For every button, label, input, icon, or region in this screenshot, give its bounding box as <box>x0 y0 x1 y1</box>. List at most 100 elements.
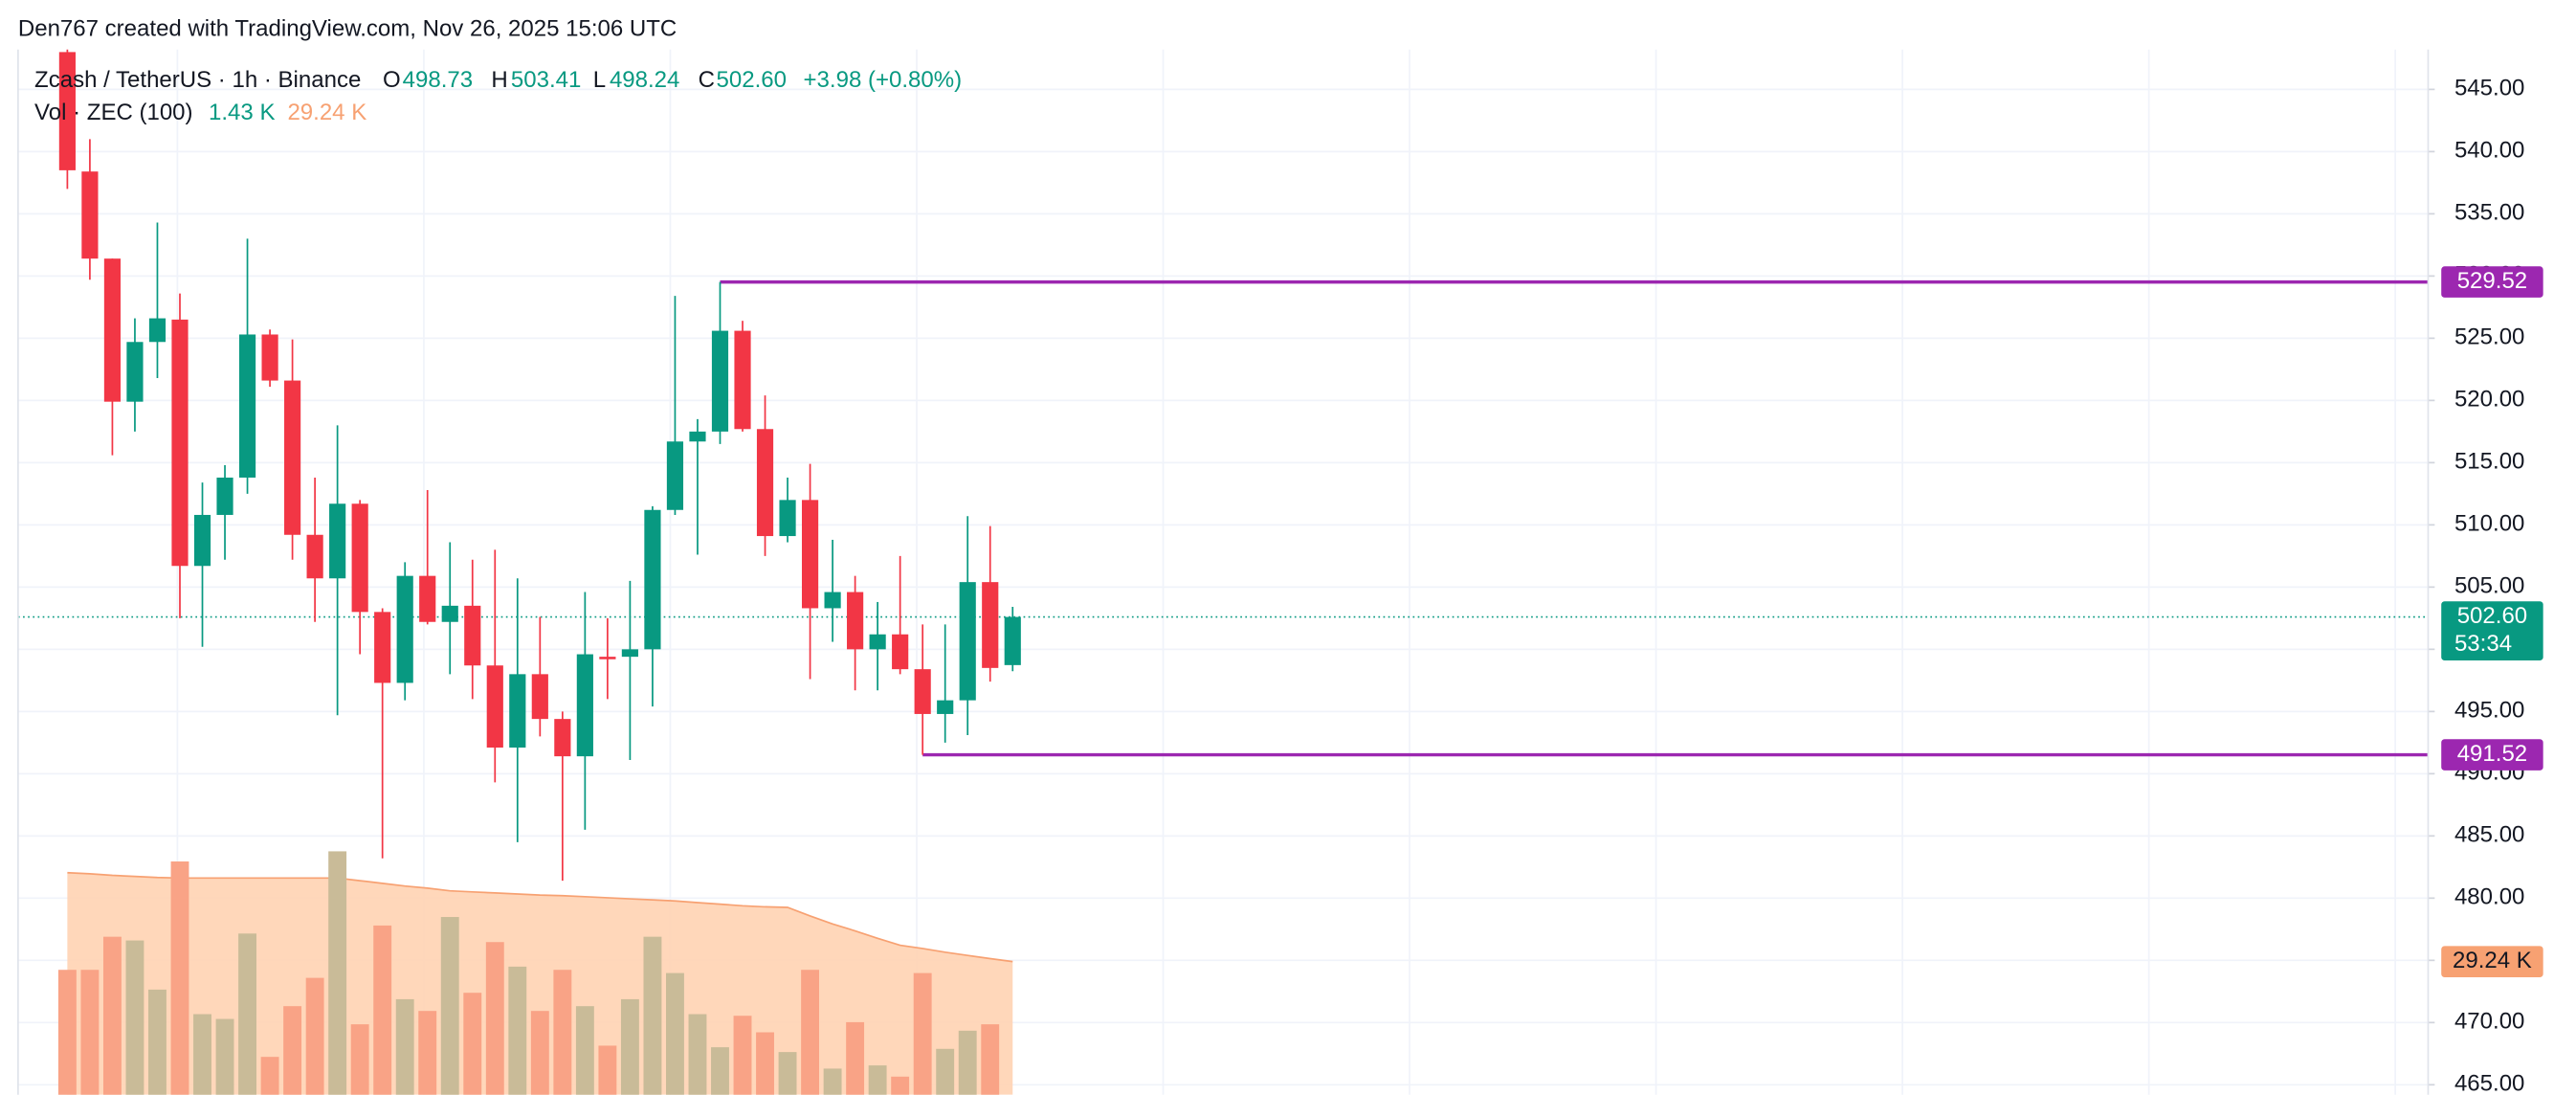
volume-bar <box>80 970 100 1095</box>
candle-body <box>216 477 233 515</box>
volume-bar <box>193 1014 211 1095</box>
volume-bar <box>283 1006 302 1095</box>
y-tick-label: 515.00 <box>2454 449 2524 475</box>
volume-bar <box>913 972 932 1095</box>
volume-bar <box>238 933 256 1095</box>
level-label: 529.52 <box>2457 268 2527 294</box>
y-tick-label: 495.00 <box>2454 698 2524 724</box>
y-tick-label: 480.00 <box>2454 884 2524 910</box>
candle-body <box>937 700 954 714</box>
volume-bar <box>936 1048 955 1095</box>
level-box <box>2441 266 2543 298</box>
candle-body <box>171 319 189 567</box>
volume-bar <box>148 989 167 1095</box>
candle-body <box>531 674 548 720</box>
volume-value: 1.43 K <box>209 100 275 125</box>
volume-bar <box>981 1024 1000 1095</box>
candle-body <box>914 669 931 714</box>
candle-body <box>779 500 796 537</box>
level-label: 491.52 <box>2457 741 2527 767</box>
grid <box>17 49 2429 1095</box>
volume-bar <box>620 998 639 1095</box>
volume-bar <box>350 1024 369 1095</box>
candle-body <box>329 503 346 579</box>
ohlc-label: C <box>699 67 715 93</box>
volume-bar <box>553 970 572 1095</box>
candle-body <box>81 171 99 259</box>
volume-bar <box>508 966 527 1095</box>
candle-body <box>58 52 76 170</box>
volume-bar <box>733 1016 752 1095</box>
candle-body <box>1004 616 1021 665</box>
candle-body <box>554 719 571 757</box>
candle-body <box>486 665 503 749</box>
volume-bar <box>711 1047 729 1095</box>
volume-bar <box>643 936 662 1095</box>
y-tick-label: 540.00 <box>2454 138 2524 164</box>
candle-body <box>193 514 211 567</box>
y-tick-label: 510.00 <box>2454 511 2524 537</box>
volume-bar <box>778 1052 797 1095</box>
candle-body <box>419 575 436 622</box>
volume-bar <box>125 940 144 1095</box>
candle-body <box>756 429 774 537</box>
candle-body <box>441 605 458 622</box>
close-value: 502.60 <box>717 67 787 93</box>
volume-bar <box>688 1014 707 1095</box>
volume-bar <box>440 917 459 1095</box>
volume-pane <box>57 851 1013 1095</box>
volume-bar <box>756 1032 774 1095</box>
candle-body <box>261 334 278 381</box>
last-price-box <box>2441 601 2543 661</box>
price-axis: 545.00540.00535.00530.00525.00520.00515.… <box>2428 76 2543 1095</box>
ohlc-label: H <box>491 67 507 93</box>
volume-bar <box>666 972 684 1095</box>
candle-body <box>599 657 616 659</box>
change: +3.98 (+0.80%) <box>804 67 963 93</box>
candle-body <box>689 431 706 442</box>
candle-body <box>374 612 391 683</box>
volume-bar <box>418 1011 437 1095</box>
y-tick-label: 535.00 <box>2454 200 2524 226</box>
candle-body <box>711 330 729 432</box>
volume-bar <box>373 925 392 1095</box>
candle-body <box>126 342 144 402</box>
volume-bar <box>260 1057 279 1095</box>
volume-bar <box>463 993 482 1095</box>
y-tick-label: 545.00 <box>2454 76 2524 101</box>
candle-body <box>351 503 368 613</box>
volume-bar <box>215 1018 234 1095</box>
candle-body <box>396 575 413 683</box>
candle-body <box>869 634 886 650</box>
candle-body <box>644 509 661 650</box>
credit: Den767 created with TradingView.com, Nov… <box>18 16 677 42</box>
volume-ma-value: 29.24 K <box>287 100 366 125</box>
candle-body <box>824 592 841 609</box>
candle-body <box>238 334 256 478</box>
ma-box <box>2441 946 2543 977</box>
last-price-label: 502.60 <box>2457 603 2527 629</box>
y-tick-label: 520.00 <box>2454 387 2524 413</box>
ohlc-label: O <box>383 67 401 93</box>
volume-title: Vol · ZEC (100) <box>34 100 193 125</box>
high-value: 503.41 <box>511 67 581 93</box>
volume-bar <box>575 1006 594 1095</box>
candle-body <box>801 500 819 609</box>
y-tick-label: 470.00 <box>2454 1009 2524 1035</box>
volume-bar <box>598 1045 617 1095</box>
candle-body <box>734 330 751 430</box>
volume-bar <box>170 861 189 1095</box>
price-pane <box>17 49 2429 882</box>
ohlc-label: L <box>593 67 606 93</box>
candle-body <box>148 318 167 343</box>
y-tick-label: 525.00 <box>2454 324 2524 350</box>
volume-bar <box>395 998 414 1095</box>
volume-bar <box>846 1021 865 1095</box>
candle-body <box>892 634 909 670</box>
volume-bar <box>530 1011 549 1095</box>
level-box <box>2441 739 2543 771</box>
volume-bar <box>868 1065 887 1095</box>
volume-ma-line <box>67 871 1013 963</box>
